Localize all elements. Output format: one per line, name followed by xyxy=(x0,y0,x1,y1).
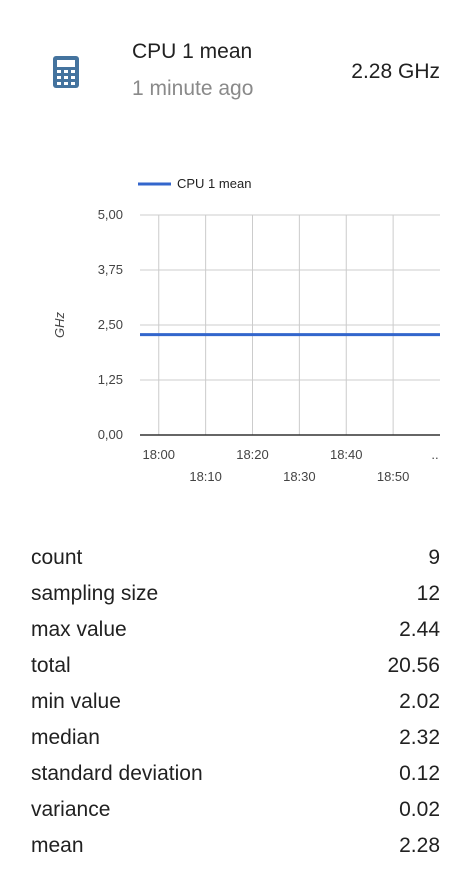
stat-row: max value 2.44 xyxy=(31,612,440,648)
stat-label: standard deviation xyxy=(31,762,203,785)
stat-value: 2.32 xyxy=(399,726,440,749)
stat-label: count xyxy=(31,546,83,569)
stat-label: mean xyxy=(31,834,84,857)
y-axis-title: GHz xyxy=(52,312,67,339)
stat-label: sampling size xyxy=(31,582,159,605)
stat-value: 0.02 xyxy=(399,798,440,821)
statistics-list: count 9 sampling size 12 max value 2.44 total 2… xyxy=(31,540,440,864)
history-chart[interactable]: CPU 1 mean 5,00 3,75 2,50 1,25 0,00 18:00 18:20… xyxy=(0,165,460,495)
stat-value: 20.56 xyxy=(387,654,440,677)
calculator-icon xyxy=(53,56,79,88)
stat-label: max value xyxy=(31,618,127,641)
x-tick-label: 18:50 xyxy=(377,469,410,484)
entity-state-value: 2.28 GHz xyxy=(351,60,440,83)
stat-label: variance xyxy=(31,798,111,821)
x-tick-label: 18:40 xyxy=(330,447,363,462)
stat-value: 2.02 xyxy=(399,690,440,713)
x-tick-label: 18:00 xyxy=(142,447,175,462)
y-tick-label: 5,00 xyxy=(98,207,123,222)
stat-value: 9 xyxy=(428,546,440,569)
entity-name: CPU 1 mean xyxy=(132,40,253,63)
stat-row: sampling size 12 xyxy=(31,576,440,612)
legend-label: CPU 1 mean xyxy=(177,176,251,191)
stat-value: 2.44 xyxy=(399,618,440,641)
y-tick-label: 1,25 xyxy=(98,372,123,387)
chart-svg: CPU 1 mean 5,00 3,75 2,50 1,25 0,00 18:00 18:20… xyxy=(52,176,440,484)
y-tick-label: 3,75 xyxy=(98,262,123,277)
x-tick-label: 18:20 xyxy=(236,447,269,462)
stat-label: median xyxy=(31,726,100,749)
stat-value: 2.28 xyxy=(399,834,440,857)
stat-row: standard deviation 0.12 xyxy=(31,756,440,792)
stat-row: median 2.32 xyxy=(31,720,440,756)
stat-value: 0.12 xyxy=(399,762,440,785)
y-tick-label: 0,00 xyxy=(98,427,123,442)
x-tick-label: .. xyxy=(431,447,438,462)
stat-row: total 20.56 xyxy=(31,648,440,684)
y-tick-label: 2,50 xyxy=(98,317,123,332)
entity-header[interactable]: CPU 1 mean 1 minute ago 2.28 GHz xyxy=(0,0,460,120)
last-changed-time: 1 minute ago xyxy=(132,77,254,100)
x-tick-label: 18:30 xyxy=(283,469,316,484)
stat-row: variance 0.02 xyxy=(31,792,440,828)
stat-row: min value 2.02 xyxy=(31,684,440,720)
stat-row: mean 2.28 xyxy=(31,828,440,864)
stat-label: total xyxy=(31,654,71,677)
stat-row: count 9 xyxy=(31,540,440,576)
stat-label: min value xyxy=(31,690,121,713)
stat-value: 12 xyxy=(416,582,440,605)
x-tick-label: 18:10 xyxy=(189,469,222,484)
